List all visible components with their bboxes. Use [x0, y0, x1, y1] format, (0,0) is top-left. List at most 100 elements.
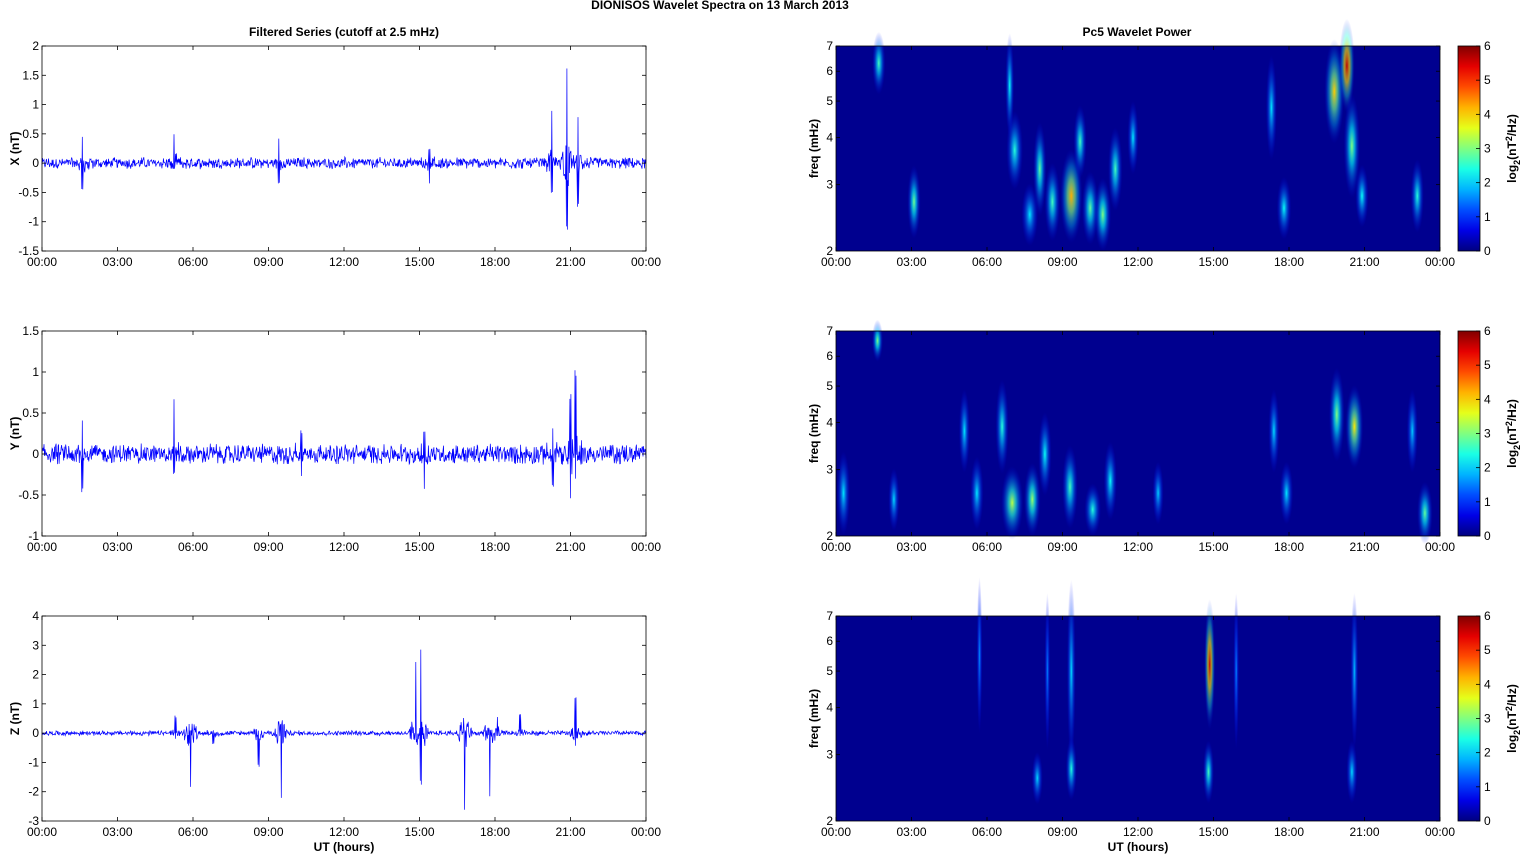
x-tick-label: 21:00 [555, 825, 585, 839]
x-tick-label: 00:00 [631, 825, 661, 839]
y-tick-label: 6 [826, 64, 833, 78]
plot-area-Y [42, 331, 646, 536]
y-tick-label: 4 [826, 701, 833, 715]
colorbar-tick-label: 6 [1484, 324, 1491, 338]
y-tick-label: -0.5 [18, 185, 39, 199]
heatmap-blob [1343, 93, 1361, 199]
y-tick-label: -1 [28, 215, 39, 229]
y-tick-label: 1 [32, 697, 39, 711]
colorbar-label-part: 2 [1504, 421, 1514, 426]
heatmap-blob [1406, 389, 1418, 473]
plot-area-Z [42, 616, 646, 821]
y-tick-label: 4 [32, 609, 39, 623]
x-tick-label: 00:00 [821, 825, 851, 839]
y-tick-label: -0.5 [18, 488, 39, 502]
heatmap-blob [1044, 162, 1061, 242]
heatmap-blob [1021, 183, 1039, 246]
x-tick-label: 00:00 [27, 825, 57, 839]
y-tick-label: 0.5 [22, 127, 39, 141]
colorbar-label-part: 2 [1512, 445, 1521, 450]
x-tick-label: 00:00 [1425, 825, 1455, 839]
x-tick-label: 12:00 [1123, 540, 1153, 554]
heatmap-blob [1006, 111, 1023, 190]
colorbar-tick-label: 4 [1484, 392, 1491, 406]
colorbar-tick-label: 6 [1484, 39, 1491, 53]
x-tick-label: 00:00 [27, 540, 57, 554]
x-axis-label: UT (hours) [1108, 840, 1169, 854]
plot-area-X [42, 46, 646, 251]
y-tick-label: -3 [28, 814, 39, 828]
heatmap-blob [872, 319, 883, 362]
y-tick-label: -2 [28, 785, 39, 799]
heatmap-blob [872, 31, 886, 95]
y-tick-label: 5 [826, 664, 833, 678]
x-tick-label: 00:00 [821, 540, 851, 554]
heatmap-blob [1044, 592, 1051, 750]
series-line-X [41, 68, 647, 230]
y-tick-label: 1 [32, 98, 39, 112]
y-tick-label: 3 [826, 748, 833, 762]
heatmap-blob [1329, 367, 1345, 462]
x-tick-label: 03:00 [102, 255, 132, 269]
colorbar-label-part: (nT [1505, 141, 1519, 160]
heatmap-blob [1265, 55, 1277, 161]
heatmap-blob [1346, 740, 1358, 804]
x-tick-label: 15:00 [404, 540, 434, 554]
y-tick-label: 4 [826, 131, 833, 145]
colorbar-tick-label: 5 [1484, 358, 1491, 372]
x-tick-label: 09:00 [253, 540, 283, 554]
colorbar-label-part: log [1505, 450, 1519, 468]
y-tick-label: 0 [32, 156, 39, 170]
colorbar-tick-label: 2 [1484, 461, 1491, 475]
y-tick-label: 6 [826, 349, 833, 363]
colorbar-label-part: 2 [1512, 160, 1521, 165]
x-tick-label: 18:00 [1274, 825, 1304, 839]
colorbar-tick-label: 4 [1484, 677, 1491, 691]
colorbar-tick-label: 6 [1484, 609, 1491, 623]
x-tick-label: 21:00 [1349, 825, 1379, 839]
heatmap-blob [995, 379, 1009, 474]
colorbar-label-part: log [1505, 735, 1519, 753]
x-tick-label: 03:00 [896, 825, 926, 839]
y-axis-label: freq (mHz) [807, 689, 821, 748]
x-tick-label: 18:00 [1274, 540, 1304, 554]
y-tick-label: 3 [32, 638, 39, 652]
x-tick-label: 06:00 [972, 825, 1002, 839]
colorbar-label: log2(nT2/Hz) [1504, 114, 1521, 183]
x-tick-label: 12:00 [1123, 255, 1153, 269]
x-tick-label: 09:00 [253, 255, 283, 269]
y-tick-label: 0.5 [22, 406, 39, 420]
y-axis-label: Y (nT) [8, 417, 22, 451]
colorbar-label-part: 2 [1512, 730, 1521, 735]
x-tick-label: 12:00 [1123, 825, 1153, 839]
y-tick-label: 0 [32, 447, 39, 461]
x-tick-label: 21:00 [1349, 540, 1379, 554]
colorbar-tick-label: 0 [1484, 529, 1491, 543]
y-tick-label: -1 [28, 529, 39, 543]
heatmap-blob [1084, 483, 1101, 536]
heatmap-blob [1345, 384, 1364, 469]
heatmap-blob [1410, 159, 1424, 233]
heatmap-area-Z [836, 616, 1440, 821]
y-tick-label: 2 [826, 529, 833, 543]
heatmap-blob [1204, 599, 1216, 731]
heatmap-blob [1108, 127, 1123, 211]
colorbar-label-part: (nT [1505, 426, 1519, 445]
x-tick-label: 00:00 [1425, 540, 1455, 554]
y-tick-label: 5 [826, 94, 833, 108]
x-tick-label: 03:00 [896, 255, 926, 269]
heatmap-blob [1094, 177, 1112, 252]
x-tick-label: 18:00 [480, 540, 510, 554]
x-tick-label: 09:00 [253, 825, 283, 839]
colorbar-label-part: 2 [1504, 136, 1514, 141]
x-tick-label: 09:00 [1047, 540, 1077, 554]
y-axis-label: X (nT) [8, 132, 22, 166]
right-column-title: Pc5 Wavelet Power [1083, 25, 1192, 39]
y-axis-label: freq (mHz) [807, 119, 821, 178]
figure-title: DIONISOS Wavelet Spectra on 13 March 201… [591, 0, 849, 12]
colorbar-tick-label: 2 [1484, 746, 1491, 760]
heatmap-blob [836, 451, 851, 535]
colorbar-tick-label: 1 [1484, 780, 1491, 794]
